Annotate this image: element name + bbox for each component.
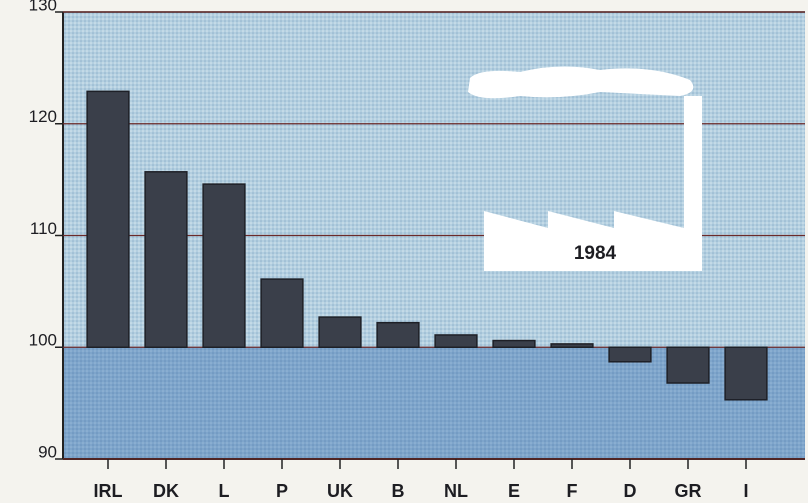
x-tick-label: GR xyxy=(675,481,702,501)
x-tick-label: P xyxy=(276,481,288,501)
factory-illustration: 1984 xyxy=(468,66,702,271)
bar xyxy=(318,316,362,349)
x-tick-label: B xyxy=(392,481,405,501)
bar xyxy=(666,346,710,384)
bar xyxy=(86,90,130,348)
bar xyxy=(260,278,304,348)
y-tick-label: 90 xyxy=(38,442,57,461)
x-tick-label: IRL xyxy=(94,481,123,501)
y-tick-label: 110 xyxy=(30,219,57,238)
annotation: 1984 xyxy=(574,243,617,264)
x-tick-label: UK xyxy=(327,481,353,501)
bar xyxy=(202,183,246,348)
bar xyxy=(144,171,188,348)
bar xyxy=(376,321,420,349)
x-tick-label: DK xyxy=(153,481,179,501)
x-tick-label: I xyxy=(743,481,748,501)
y-tick-label: 100 xyxy=(29,331,57,350)
bar xyxy=(608,346,652,363)
x-tick-label: D xyxy=(624,481,637,501)
bar xyxy=(724,346,768,401)
x-tick-label: F xyxy=(567,481,578,501)
x-tick-label: L xyxy=(219,481,230,501)
x-tick-label: E xyxy=(508,481,520,501)
bar xyxy=(492,339,536,349)
bars xyxy=(86,90,768,401)
x-tick-label: NL xyxy=(444,481,468,501)
bar xyxy=(550,343,594,348)
y-tick-label: 120 xyxy=(29,107,57,126)
y-tick-label: 130 xyxy=(29,0,57,14)
bar xyxy=(434,334,478,348)
